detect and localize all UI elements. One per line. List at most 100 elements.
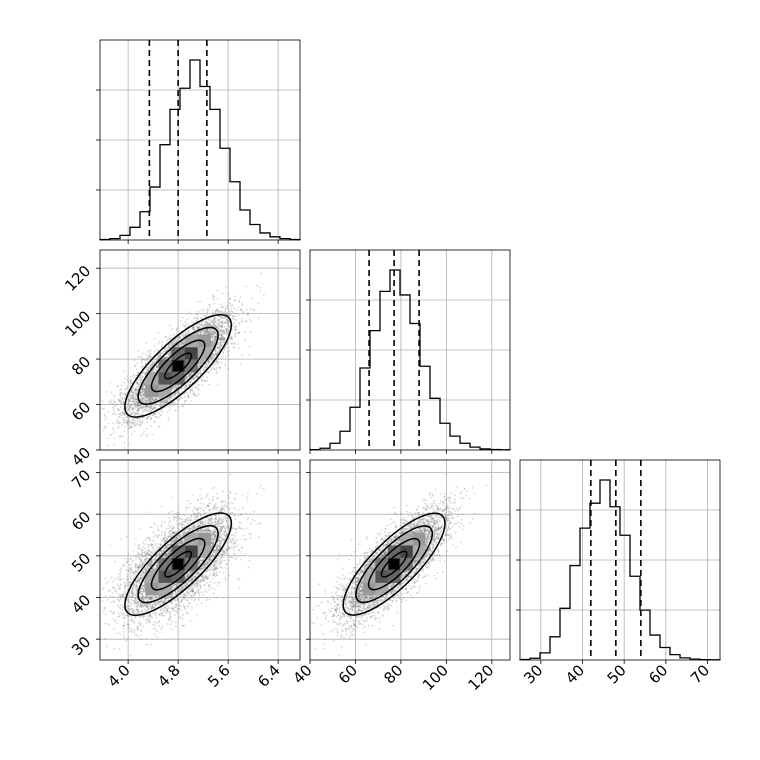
sample-point <box>210 328 213 331</box>
sample-point <box>188 331 190 334</box>
sample-point <box>135 393 138 395</box>
sample-point <box>188 380 190 383</box>
sample-point <box>243 331 246 334</box>
sample-point <box>214 353 217 356</box>
sample-point <box>202 325 204 328</box>
sample-point <box>237 306 240 309</box>
sample-point <box>213 340 215 343</box>
sample-point <box>211 356 213 359</box>
sample-point <box>140 434 142 437</box>
sample-point <box>218 366 221 369</box>
sample-point <box>184 377 187 380</box>
sample-point <box>179 345 182 348</box>
sample-point <box>140 399 142 402</box>
sample-point <box>192 326 195 329</box>
sample-point <box>103 418 106 421</box>
sample-point <box>131 425 133 428</box>
sample-point <box>159 402 162 404</box>
sample-point <box>206 364 209 367</box>
sample-point <box>233 343 236 345</box>
sample-point <box>209 332 212 335</box>
sample-point <box>214 361 217 364</box>
sample-point <box>120 384 123 387</box>
sample-point <box>215 336 217 339</box>
sample-point <box>229 337 232 340</box>
sample-point <box>140 374 142 376</box>
sample-point <box>214 341 217 343</box>
sample-point <box>151 404 154 406</box>
sample-point <box>217 322 220 325</box>
sample-point <box>133 403 136 405</box>
sample-point <box>216 353 218 356</box>
sample-point <box>223 316 226 319</box>
sample-point <box>174 393 177 395</box>
sample-point <box>174 408 177 411</box>
sample-point <box>129 406 132 408</box>
sample-point <box>220 325 223 328</box>
sample-point <box>139 381 142 384</box>
sample-point <box>148 406 151 408</box>
sample-point <box>130 375 133 378</box>
sample-point <box>230 310 233 313</box>
sample-point <box>151 369 154 372</box>
sample-point <box>228 302 231 305</box>
sample-point <box>133 402 136 405</box>
sample-point <box>226 322 229 324</box>
sample-point <box>235 332 237 335</box>
sample-point <box>223 348 225 351</box>
sample-point <box>253 309 256 312</box>
sample-point <box>233 332 236 335</box>
sample-point <box>150 417 153 420</box>
sample-point <box>145 402 148 404</box>
sample-point <box>102 428 105 431</box>
sample-point <box>150 399 153 401</box>
sample-point <box>149 409 152 412</box>
sample-point <box>120 392 123 394</box>
sample-point <box>148 398 150 400</box>
sample-point <box>131 397 134 400</box>
sample-point <box>134 420 137 423</box>
sample-point <box>187 332 189 335</box>
sample-point <box>203 309 206 311</box>
sample-point <box>143 430 146 433</box>
sample-point <box>175 386 177 389</box>
sample-point <box>211 333 214 336</box>
sample-point <box>151 399 154 402</box>
sample-point <box>148 400 151 403</box>
sample-point <box>126 416 128 419</box>
sample-point <box>220 320 223 323</box>
sample-point <box>151 360 154 363</box>
sample-point <box>113 437 116 440</box>
sample-point <box>97 423 99 425</box>
sample-point <box>213 368 216 370</box>
sample-point <box>210 340 213 342</box>
sample-point <box>175 392 178 394</box>
sample-point <box>248 345 251 348</box>
sample-point <box>166 400 168 402</box>
sample-point <box>214 325 217 328</box>
sample-point <box>191 378 193 381</box>
sample-point <box>131 407 134 410</box>
sample-point <box>151 408 154 411</box>
sample-point <box>216 325 219 328</box>
sample-point <box>191 385 194 388</box>
sample-point <box>182 332 185 335</box>
sample-point <box>134 424 137 427</box>
sample-point <box>211 334 214 336</box>
sample-point <box>245 320 248 323</box>
sample-point <box>187 396 190 398</box>
sample-point <box>126 421 129 423</box>
sample-point <box>233 322 235 325</box>
sample-point <box>206 310 209 313</box>
sample-point <box>213 324 216 326</box>
sample-point <box>148 367 150 370</box>
sample-point <box>151 398 154 401</box>
sample-point <box>199 331 202 334</box>
sample-point <box>143 359 146 362</box>
sample-point <box>193 329 195 331</box>
sample-point <box>129 383 131 385</box>
sample-point <box>230 337 232 340</box>
sample-point <box>211 343 214 346</box>
sample-point <box>129 409 132 412</box>
sample-point <box>120 388 123 391</box>
